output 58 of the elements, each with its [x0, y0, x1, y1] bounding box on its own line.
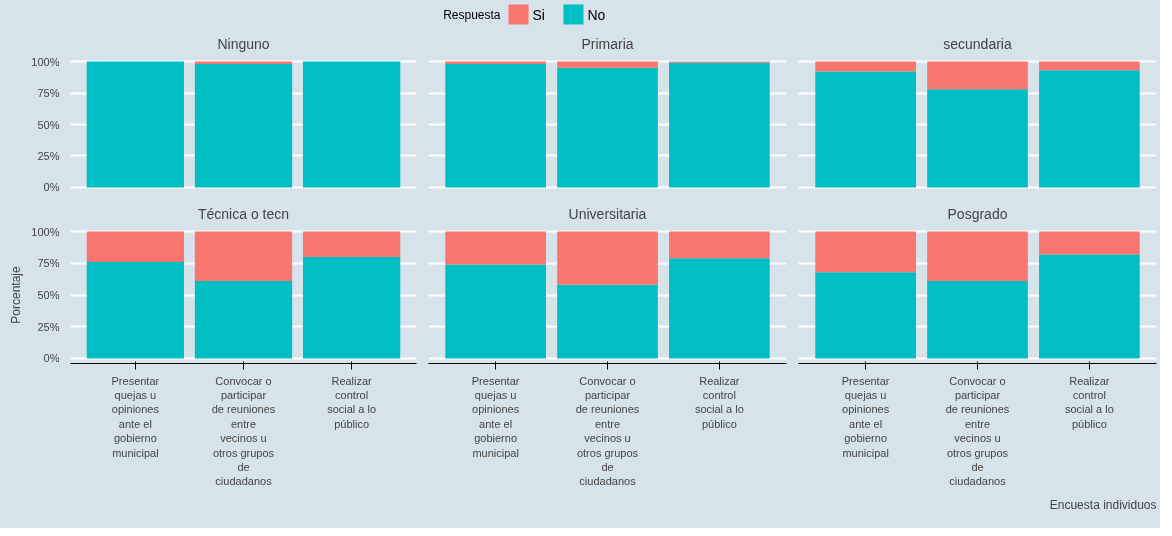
y-tick-label: 75% [37, 257, 60, 270]
chart-title: Universitaria [568, 205, 647, 222]
bar [1039, 61, 1140, 71]
x-tick-label: Realizar control social a lo público [694, 374, 744, 430]
x-tick-label: Realizar control social a lo público [327, 374, 377, 430]
bar [86, 262, 185, 359]
y-axis-title: Porcentaje [9, 265, 24, 324]
bar [1039, 231, 1140, 255]
bar [445, 64, 546, 188]
chart-title: secundaria [943, 35, 1012, 52]
chart-title: Técnica o tecn [197, 205, 290, 222]
y-tick-label: 50% [37, 289, 60, 301]
bar [557, 231, 658, 285]
bar [815, 272, 916, 359]
bar [86, 231, 185, 263]
bar [669, 258, 770, 359]
y-tick-label: 25% [37, 149, 60, 162]
bar [445, 264, 546, 359]
chart-title: Primaria [581, 35, 634, 52]
x-tick-label: Presentar quejas u opiniones ante el gobierno municipal [111, 374, 160, 459]
x-tick-label: Presentar quejas u opiniones ante el gobierno municipal [471, 374, 520, 459]
text: Encuesta individuos [1049, 497, 1157, 512]
bar [1039, 254, 1140, 359]
y-tick-label: 0% [43, 181, 60, 194]
bar [927, 231, 1028, 282]
legend-title: Respuesta [443, 7, 501, 22]
bar [815, 71, 916, 188]
chart-title: Ninguno [217, 35, 270, 52]
y-tick-label: 100% [31, 225, 60, 238]
bar [557, 67, 658, 188]
bar [815, 231, 916, 273]
bar [669, 231, 770, 259]
y-tick-label: 100% [31, 55, 60, 68]
bar [194, 231, 293, 282]
bar [927, 89, 1028, 188]
bar [302, 256, 401, 359]
x-tick-label: Convocar o participar de reuniones entre vecinos u otros grupos de ciudadanos [575, 374, 640, 488]
bar [557, 284, 658, 359]
legend-label: No [587, 6, 606, 23]
legend-label: Si [532, 6, 545, 23]
y-tick-label: 75% [37, 87, 60, 100]
x-tick-label: Convocar o participar de reuniones entre vecinos u otros grupos de ciudadanos [945, 374, 1010, 488]
bar [927, 281, 1028, 359]
x-tick-label: Presentar quejas u opiniones ante el gobierno municipal [841, 374, 890, 459]
bar [302, 231, 401, 257]
bar [815, 61, 916, 72]
bar [927, 61, 1028, 90]
y-tick-label: 0% [43, 352, 60, 365]
chart-title: Posgrado [947, 205, 1008, 222]
y-tick-label: 50% [37, 118, 60, 131]
y-tick-label: 25% [37, 320, 60, 333]
x-tick-label: Convocar o participar de reuniones entre vecinos u otros grupos de ciudadanos [211, 374, 276, 488]
bar [669, 62, 770, 188]
bar [194, 281, 293, 359]
x-tick-label: Realizar control social a lo público [1064, 374, 1114, 430]
bar [1039, 70, 1140, 188]
bar [557, 61, 658, 68]
bar [445, 231, 546, 265]
